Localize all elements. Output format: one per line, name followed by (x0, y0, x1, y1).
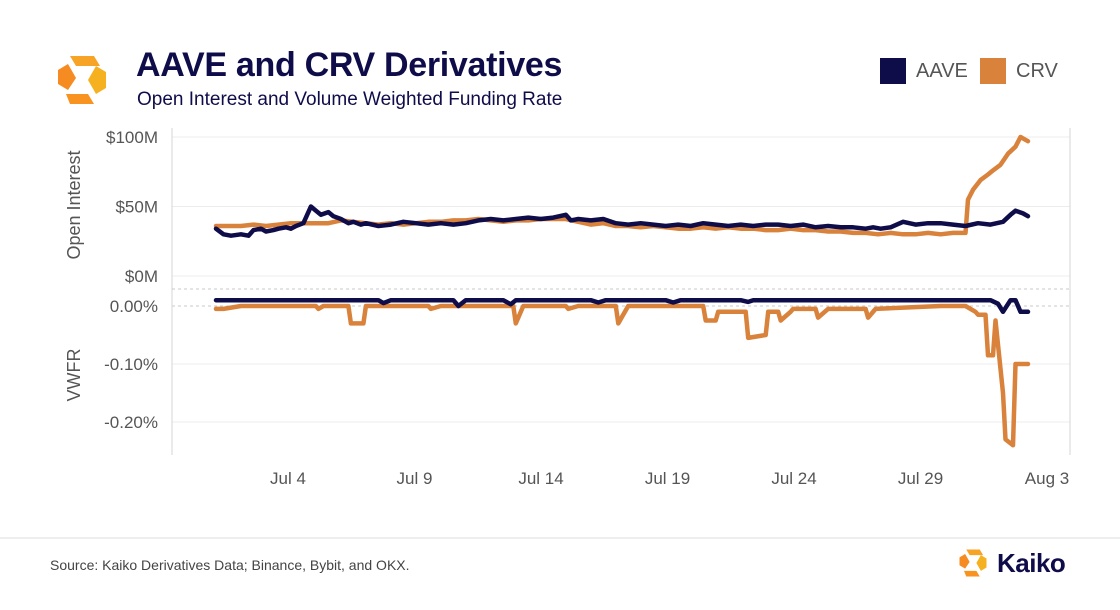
series (213, 134, 1031, 448)
source-note: Source: Kaiko Derivatives Data; Binance,… (50, 557, 410, 573)
series-line-vwfr-aave (213, 297, 1031, 315)
ytick-vwfr-label: -0.10% (104, 355, 158, 374)
series-line-vwfr-crv (213, 303, 1031, 448)
legend-swatch-aave (880, 58, 906, 84)
tick-labels: $0M $50M $100M 0.00% -0.10% -0.20% Jul 4 Jul 9 J… (104, 128, 1069, 488)
xtick-label: Jul 19 (645, 469, 690, 488)
ylabel-open-interest: Open Interest (64, 150, 84, 259)
kaiko-wordmark: Kaiko (997, 547, 1066, 578)
kaiko-logo-icon (58, 56, 106, 104)
xtick-label: Jul 14 (518, 469, 563, 488)
xtick-label: Jul 29 (898, 469, 943, 488)
kaiko-brand: Kaiko (955, 545, 1066, 581)
legend-swatch-crv (980, 58, 1006, 84)
series-line-open-interest-aave (213, 204, 1031, 238)
xtick-label: Jul 9 (397, 469, 433, 488)
ylabel-vwfr: VWFR (64, 349, 84, 402)
ytick-vwfr-label: -0.20% (104, 413, 158, 432)
ytick-oi-label: $100M (106, 128, 158, 147)
gridlines (172, 136, 1070, 423)
ytick-vwfr-label: 0.00% (110, 297, 158, 316)
legend-label-crv: CRV (1016, 59, 1058, 82)
legend-crv: CRV (980, 58, 1058, 84)
legend-label-aave: AAVE (916, 59, 968, 82)
xtick-label: Aug 3 (1025, 469, 1069, 488)
ytick-oi-label: $50M (115, 198, 158, 217)
chart-subtitle: Open Interest and Volume Weighted Fundin… (137, 89, 563, 110)
xtick-label: Jul 24 (771, 469, 816, 488)
kaiko-brand-icon (959, 549, 987, 577)
chart-title: AAVE and CRV Derivatives (136, 46, 563, 84)
legend-aave: AAVE (880, 58, 968, 84)
xtick-label: Jul 4 (270, 469, 306, 488)
ytick-oi-label: $0M (125, 267, 158, 286)
